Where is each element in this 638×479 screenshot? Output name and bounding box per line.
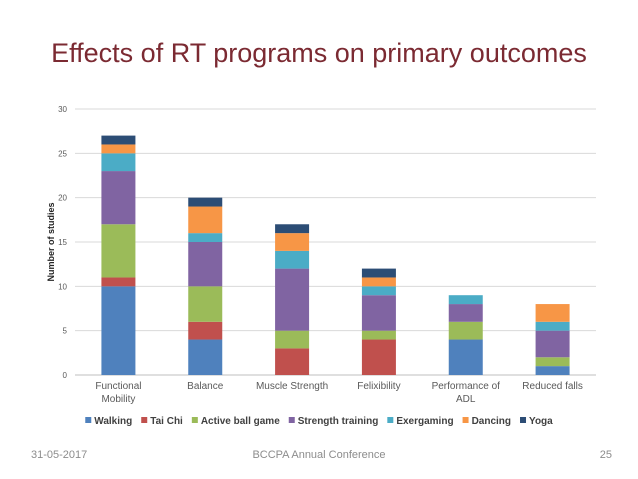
x-tick-label: Felixibility xyxy=(357,381,400,392)
bar-segment xyxy=(535,330,570,358)
page-number: 25 xyxy=(599,449,612,461)
bar-segment xyxy=(535,304,570,322)
bar-segment xyxy=(448,339,483,375)
bar-segment xyxy=(101,135,136,145)
y-tick-label: 25 xyxy=(58,149,67,158)
bar-segment xyxy=(188,233,223,242)
x-tick-label-line: ADL xyxy=(456,394,476,405)
bar-segment xyxy=(448,321,483,340)
bar-segment xyxy=(361,268,396,278)
legend-swatch xyxy=(462,417,469,423)
x-tick-label-line: Reduced falls xyxy=(522,381,583,392)
bar-segment xyxy=(101,144,136,154)
bar-segment xyxy=(448,304,483,322)
x-tick-label-line: Muscle Strength xyxy=(256,381,328,392)
y-tick-label: 30 xyxy=(58,105,67,114)
legend-label: Tai Chi xyxy=(150,416,183,427)
y-tick-label: 20 xyxy=(58,194,67,203)
legend-swatch xyxy=(288,417,295,423)
bar-segment xyxy=(188,286,223,322)
bar-segment xyxy=(361,330,396,340)
stacked-bar-chart: 0 5 10 15 20 25 30 Number of studies Functional M… xyxy=(46,105,596,427)
slide-title: Effects of RT programs on primary outcom… xyxy=(51,38,587,68)
legend-label: Walking xyxy=(94,416,132,427)
bar-segment xyxy=(101,153,136,172)
bar-segment xyxy=(188,339,223,375)
bar-segment xyxy=(275,268,310,331)
bar-segment xyxy=(275,233,310,251)
legend-swatch xyxy=(141,417,148,423)
bar-segment xyxy=(361,286,396,296)
y-tick-label: 0 xyxy=(63,371,68,380)
legend-swatch xyxy=(191,417,198,423)
x-tick-label: Reduced falls xyxy=(522,381,583,392)
legend-label: Strength training xyxy=(298,416,379,427)
y-tick-label: 5 xyxy=(63,327,68,336)
bar-segment xyxy=(101,286,136,375)
y-axis-label: Number of studies xyxy=(46,202,56,281)
legend-label: Exergaming xyxy=(396,416,453,427)
bar-segment xyxy=(535,321,570,331)
footer-conference: BCCPA Annual Conference xyxy=(252,449,386,461)
legend-swatch xyxy=(387,417,394,423)
bar-segment xyxy=(448,295,483,305)
x-tick-label-line: Performance of xyxy=(432,381,501,392)
bar-segment xyxy=(275,330,310,349)
legend-label: Yoga xyxy=(529,416,553,427)
bar-segment xyxy=(101,224,136,278)
bar-segment xyxy=(188,321,223,340)
bar-segment xyxy=(535,366,570,375)
x-tick-label: Performance of ADL xyxy=(432,381,501,405)
bar-segment xyxy=(188,197,223,207)
x-tick-label: Balance xyxy=(187,381,224,392)
y-tick-label: 10 xyxy=(58,282,67,291)
y-tick-label: 15 xyxy=(58,238,67,247)
bar-segment xyxy=(361,277,396,287)
legend-label: Dancing xyxy=(472,416,511,427)
bar-segment xyxy=(275,250,310,269)
legend-swatch xyxy=(520,417,527,423)
bar-segment xyxy=(535,357,570,367)
x-tick-label-line: Felixibility xyxy=(357,381,400,392)
x-tick-label: Functional Mobility xyxy=(95,381,141,405)
footer-date: 31-05-2017 xyxy=(31,449,88,461)
x-tick-label-line: Balance xyxy=(187,381,224,392)
bar-segment xyxy=(188,242,223,287)
legend-swatch xyxy=(85,417,92,423)
x-tick-label-line: Mobility xyxy=(101,394,135,405)
bar-segment xyxy=(275,348,310,375)
bar-segment xyxy=(101,277,136,287)
x-tick-label-line: Functional xyxy=(95,381,141,392)
x-tick-label: Muscle Strength xyxy=(256,381,328,392)
bar-segment xyxy=(101,171,136,225)
legend-label: Active ball game xyxy=(201,416,280,427)
bar-segment xyxy=(275,224,310,234)
bar-segment xyxy=(361,339,396,375)
bar-segment xyxy=(188,206,223,234)
bar-segment xyxy=(361,295,396,331)
